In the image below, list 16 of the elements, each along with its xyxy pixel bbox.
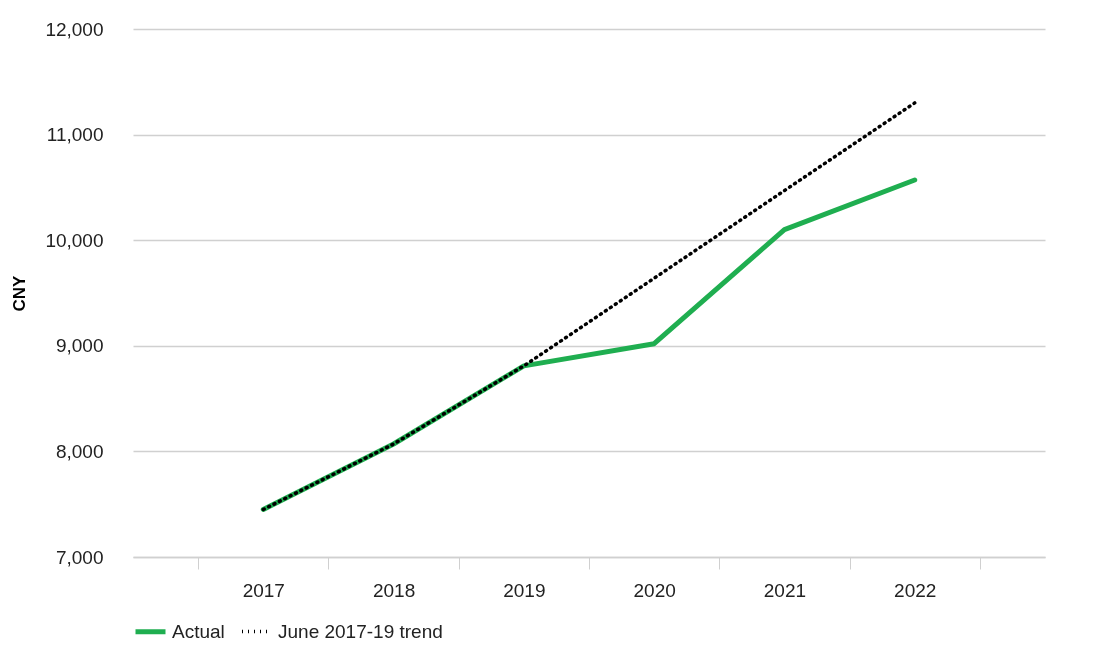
line-series — [261, 101, 917, 512]
y-tick-label: 8,000 — [55, 440, 104, 462]
x-tick-label: 2018 — [372, 579, 416, 601]
legend-label: June 2017-19 trend — [278, 620, 443, 642]
y-tick-label: 11,000 — [46, 124, 104, 146]
y-tick-label: 7,000 — [55, 546, 104, 568]
x-tick-label: 2021 — [763, 579, 807, 601]
x-tick-label: 2019 — [503, 579, 546, 601]
x-tick-label: 2017 — [242, 579, 285, 601]
y-tick-label: 9,000 — [55, 335, 104, 357]
x-tick-label: 2020 — [633, 579, 676, 601]
y-tick-label: 10,000 — [45, 229, 104, 251]
y-axis-title: CNY — [10, 274, 30, 312]
y-tick-label: 12,000 — [45, 18, 104, 40]
legend-label: Actual — [172, 620, 225, 642]
x-tick-label: 2022 — [894, 579, 937, 601]
